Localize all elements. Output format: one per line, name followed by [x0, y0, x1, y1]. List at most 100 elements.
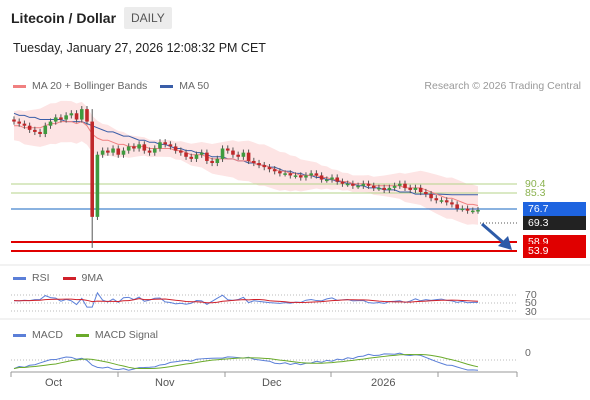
macd-signal-swatch-icon	[75, 333, 89, 337]
instrument-title: Litecoin / Dollar	[11, 10, 117, 26]
x-axis-label-nov: Nov	[155, 377, 175, 389]
candle-body	[444, 200, 449, 203]
candle-body	[215, 158, 220, 163]
ma50-legend-label: MA 50	[179, 80, 210, 92]
candle-body	[356, 185, 360, 188]
candle-body	[288, 173, 293, 176]
forecast-arrow-shaft	[481, 222, 506, 246]
candle-body	[22, 123, 27, 126]
candle-body	[194, 154, 199, 159]
candle-body	[304, 175, 308, 178]
legend-macd: MACD	[13, 329, 63, 341]
pivot-price-tag: 76.7	[523, 202, 586, 216]
timestamp: Tuesday, January 27, 2026 12:08:32 PM CE…	[13, 41, 266, 55]
ma20-legend-label: MA 20 + Bollinger Bands	[32, 80, 148, 92]
candle-body	[330, 177, 334, 180]
candle-body	[293, 175, 298, 177]
x-axis-label-2026: 2026	[371, 377, 396, 389]
candle-body	[137, 144, 141, 149]
candle-body	[85, 109, 89, 122]
candle-body	[142, 144, 147, 151]
candle-body	[476, 210, 480, 212]
chart-header: Litecoin / Dollar DAILY Tuesday, January…	[0, 0, 590, 72]
candle-body	[361, 183, 366, 186]
rsi-ma-line	[13, 298, 479, 304]
candle-body	[371, 185, 376, 188]
candle-body	[231, 150, 235, 155]
macd-legend: MACD MACD Signal	[13, 329, 171, 341]
candle-body	[434, 198, 439, 201]
candle-body	[450, 202, 454, 205]
candle-body	[246, 152, 251, 161]
candle-body	[267, 167, 272, 170]
candle-body	[158, 142, 162, 149]
candle-body	[59, 117, 63, 120]
legend-rsi: RSI	[13, 272, 50, 284]
candle-body	[298, 175, 303, 178]
last-price-tag: 69.3	[523, 216, 586, 230]
candle-body	[132, 146, 136, 149]
candle-body	[460, 208, 465, 211]
candle-body	[147, 150, 152, 153]
candle-body	[283, 173, 287, 175]
candle-body	[27, 125, 32, 130]
candle-body	[397, 183, 402, 186]
main-legend: MA 20 + Bollinger Bands MA 50	[13, 80, 222, 92]
legend-macd-signal: MACD Signal	[75, 329, 158, 341]
rsi-ma-swatch-icon	[62, 276, 76, 280]
candle-body	[262, 165, 267, 168]
rsi-level-30: 30	[525, 306, 537, 318]
legend-ma50: MA 50	[160, 80, 209, 92]
candle-body	[121, 150, 126, 155]
candle-body	[309, 173, 313, 176]
candle-body	[314, 173, 319, 176]
rsi-swatch-icon	[13, 276, 26, 280]
candle-body	[413, 187, 418, 190]
ma20-swatch-icon	[13, 84, 26, 88]
candle-body	[43, 125, 48, 134]
candle-body	[455, 204, 459, 209]
candle-body	[257, 163, 261, 166]
source-credit: Research © 2026 Trading Central	[424, 80, 581, 92]
candle-body	[220, 148, 225, 159]
x-axis-label-dec: Dec	[262, 377, 282, 389]
macd-legend-label: MACD	[32, 329, 63, 341]
candle-body	[116, 148, 121, 155]
candle-body	[163, 142, 167, 145]
candle-body	[33, 129, 37, 132]
candle-body	[408, 187, 413, 190]
macd-signal-line	[13, 354, 479, 370]
candle-body	[179, 150, 183, 153]
candle-body	[100, 150, 105, 155]
macd-line	[13, 352, 479, 371]
candle-body	[418, 187, 423, 192]
r2-label: 90.4	[525, 178, 546, 190]
candle-body	[335, 177, 340, 182]
candle-body	[184, 152, 188, 157]
s2-price-tag: 53.9	[523, 244, 586, 258]
candle-body	[48, 121, 53, 126]
candle-body	[470, 210, 475, 213]
candle-body	[465, 208, 470, 211]
candle-body	[74, 113, 79, 120]
candle-body	[345, 183, 350, 186]
candle-body	[38, 131, 42, 134]
bollinger-band-area	[14, 100, 478, 225]
candle-body	[351, 183, 355, 186]
candle-body	[205, 152, 209, 161]
candle-body	[17, 121, 22, 124]
rsi-legend-label: RSI	[32, 272, 50, 284]
candle-body	[439, 200, 444, 202]
candle-body	[340, 181, 345, 184]
ma50-swatch-icon	[160, 84, 174, 88]
candle-body	[64, 115, 68, 120]
macd-swatch-icon	[13, 333, 26, 337]
candle-body	[90, 121, 95, 217]
macd-signal-legend-label: MACD Signal	[94, 329, 158, 341]
r1-label: 85.3	[525, 187, 546, 199]
timeframe-selector[interactable]: DAILY	[124, 7, 172, 29]
candle-body	[168, 144, 173, 147]
candle-body	[236, 154, 240, 157]
rsi-ma-legend-label: 9MA	[81, 272, 104, 284]
